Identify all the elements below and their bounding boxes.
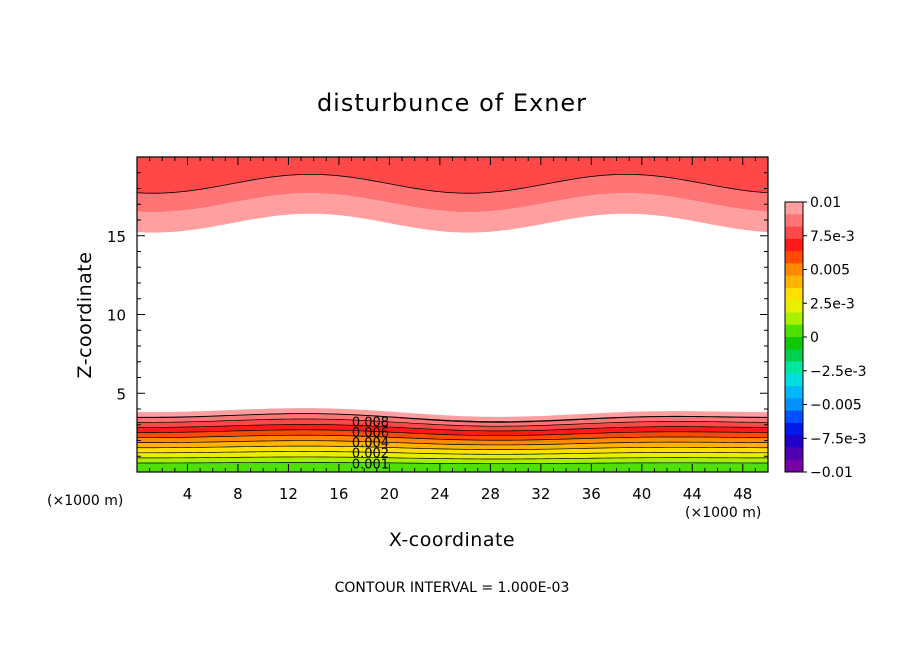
x-tick-label: 8 xyxy=(233,485,243,503)
contour-line xyxy=(136,173,769,194)
colorbar-label: −2.5e-3 xyxy=(810,364,867,380)
colorbar-label: 7.5e-3 xyxy=(810,229,855,245)
x-tick-label: 12 xyxy=(279,485,298,503)
bottom-band xyxy=(137,462,768,472)
y-tick-label: 10 xyxy=(107,307,126,325)
colorbar-swatch xyxy=(785,435,803,448)
colorbar-swatch xyxy=(785,275,803,289)
contour-line xyxy=(137,456,769,460)
colorbar-label: −7.5e-3 xyxy=(810,431,867,447)
bottom-band xyxy=(137,408,768,422)
colorbar-swatch xyxy=(785,300,803,313)
x-tick-label: 32 xyxy=(531,485,550,503)
chart-title: disturbunce of Exner xyxy=(317,89,587,117)
colorbar-swatch xyxy=(785,398,803,412)
contour-label: 0.004 xyxy=(352,436,389,451)
contour-line xyxy=(137,462,769,465)
contour-label: 0.006 xyxy=(352,426,389,441)
bottom-band xyxy=(137,456,768,464)
colorbar-swatch xyxy=(785,202,803,215)
colorbar-label: 0.005 xyxy=(810,263,850,279)
colorbar-swatch xyxy=(785,226,803,240)
colorbar-label: 2.5e-3 xyxy=(810,296,855,312)
bottom-band xyxy=(137,451,768,459)
x-unit-right: (×1000 m) xyxy=(685,505,761,521)
bottom-band xyxy=(137,435,768,445)
colorbar-swatch xyxy=(785,312,803,326)
colorbar-swatch xyxy=(785,386,803,399)
x-tick-label: 36 xyxy=(582,485,601,503)
y-tick-label: 15 xyxy=(107,228,126,246)
colorbar-swatch xyxy=(785,410,803,424)
y-axis-label: Z-coordinate xyxy=(74,252,96,379)
x-tick-label: 4 xyxy=(183,485,193,503)
contour-line xyxy=(136,418,769,427)
contour-line xyxy=(136,440,769,446)
contour-line xyxy=(136,413,769,423)
top-band xyxy=(137,193,768,233)
colorbar-label: 0 xyxy=(810,330,819,346)
x-tick-label: 40 xyxy=(632,485,651,503)
colorbar-swatch xyxy=(785,349,803,363)
top-band xyxy=(137,174,768,213)
y-axis-ticks: 5 10 15 xyxy=(107,172,768,457)
x-tick-label: 20 xyxy=(380,485,399,503)
colorbar-swatch xyxy=(785,447,803,461)
bottom-band xyxy=(137,413,768,427)
colorbar-swatch xyxy=(785,287,803,301)
bottom-band xyxy=(137,418,768,431)
contour-fills xyxy=(137,157,768,472)
x-axis-label: X-coordinate xyxy=(389,529,515,551)
contour-label: 0.008 xyxy=(352,416,389,431)
x-tick-label: 16 xyxy=(329,485,348,503)
x-axis-ticks: 4 8 12 16 20 24 28 32 36 40 44 48 xyxy=(149,157,756,503)
colorbar-swatch xyxy=(785,373,803,387)
colorbar-swatch xyxy=(785,324,803,338)
contour-line xyxy=(136,434,769,441)
x-tick-label: 24 xyxy=(430,485,449,503)
colorbar-swatch xyxy=(785,251,803,264)
x-tick-label: 28 xyxy=(481,485,500,503)
colorbar-swatch xyxy=(785,263,803,277)
contour-label: 0.002 xyxy=(352,446,389,461)
contour-line xyxy=(136,445,769,450)
colorbar-swatch xyxy=(785,422,803,436)
colorbar-swatch xyxy=(785,459,803,473)
contour-lines xyxy=(136,173,769,465)
x-tick-label: 48 xyxy=(733,485,752,503)
colorbar-swatch xyxy=(785,337,803,350)
x-tick-label: 44 xyxy=(683,485,702,503)
contour-line xyxy=(136,424,769,432)
contour-line xyxy=(136,429,769,436)
x-unit-left: (×1000 m) xyxy=(47,493,123,509)
contour-interval-text: CONTOUR INTERVAL = 1.000E-03 xyxy=(335,580,570,596)
contour-label: 0.001 xyxy=(352,457,389,472)
contour-line xyxy=(137,451,769,455)
colorbar-swatch xyxy=(785,361,803,375)
colorbar: 0.01 7.5e-3 0.005 2.5e-3 0 −2.5e-3 −0.005 −7.5e… xyxy=(784,195,867,481)
top-band xyxy=(137,157,768,194)
colorbar-swatch xyxy=(785,238,803,252)
y-tick-label: 5 xyxy=(116,385,126,403)
colorbar-label: 0.01 xyxy=(810,195,841,211)
colorbar-label: −0.005 xyxy=(810,398,862,414)
colorbar-swatch xyxy=(785,214,803,228)
colorbar-label: −0.01 xyxy=(810,465,853,481)
